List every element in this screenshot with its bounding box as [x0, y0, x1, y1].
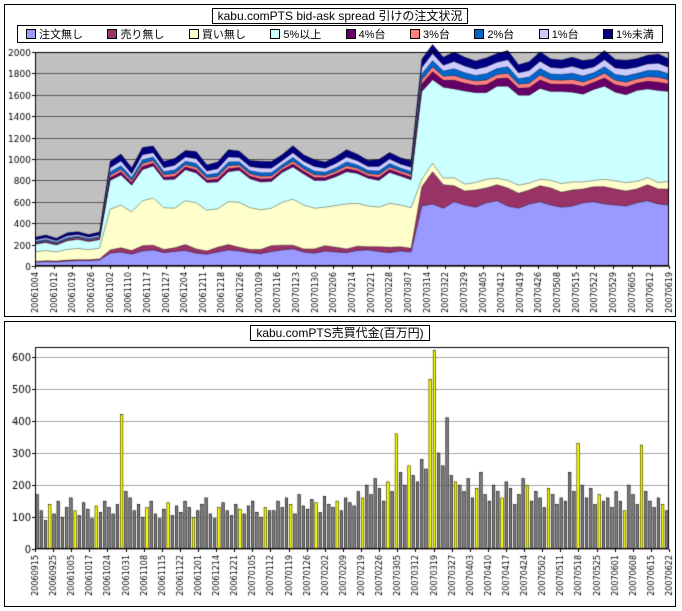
- legend-item: 売り無し: [107, 26, 164, 42]
- legend-label: 注文無し: [39, 29, 83, 41]
- legend-swatch-icon: [345, 29, 356, 39]
- legend-label: 2%台: [487, 29, 515, 41]
- legend-label: 1%未満: [616, 29, 654, 41]
- legend-item: 5%以上: [270, 26, 321, 42]
- spread-chart-plot: [5, 44, 675, 318]
- legend-swatch-icon: [107, 29, 118, 39]
- legend-swatch-icon: [474, 29, 485, 39]
- legend-swatch-icon: [538, 29, 549, 39]
- turnover-chart-title-row: kabu.comPTS売買代金(百万円): [5, 324, 675, 341]
- turnover-chart-panel: kabu.comPTS売買代金(百万円): [4, 321, 676, 607]
- turnover-chart-plot: [5, 341, 675, 605]
- legend-item: 1%台: [538, 26, 579, 42]
- legend-label: 売り無し: [120, 29, 165, 41]
- legend-swatch-icon: [410, 29, 420, 39]
- legend-label: 4%台: [358, 29, 386, 41]
- spread-chart-panel: kabu.comPTS bid-ask spread 引けの注文状況 注文無し 売…: [4, 4, 676, 318]
- legend-swatch-icon: [603, 29, 614, 39]
- legend-item: 2%台: [474, 26, 514, 42]
- turnover-chart-title: kabu.comPTS売買代金(百万円): [250, 325, 430, 341]
- legend-label: 5%以上: [283, 29, 322, 41]
- legend-label: 1%台: [551, 29, 579, 41]
- legend-item: 1%未満: [603, 26, 654, 42]
- spread-chart-title: kabu.comPTS bid-ask spread 引けの注文状況: [211, 8, 469, 24]
- legend-item: 4%台: [345, 26, 386, 42]
- legend-swatch-icon: [26, 29, 36, 39]
- legend-label: 買い無し: [201, 29, 246, 41]
- legend-item: 3%台: [410, 26, 450, 42]
- legend-item: 買い無し: [188, 26, 246, 42]
- spread-chart-title-row: kabu.comPTS bid-ask spread 引けの注文状況: [5, 7, 675, 24]
- legend-swatch-icon: [188, 29, 199, 39]
- legend-label: 3%台: [423, 29, 450, 41]
- legend-swatch-icon: [270, 29, 281, 39]
- spread-chart-legend: 注文無し 売り無し 買い無し 5%以上 4%台 3%台 2%台 1%台 1%未満: [17, 25, 663, 43]
- legend-item: 注文無し: [26, 26, 83, 42]
